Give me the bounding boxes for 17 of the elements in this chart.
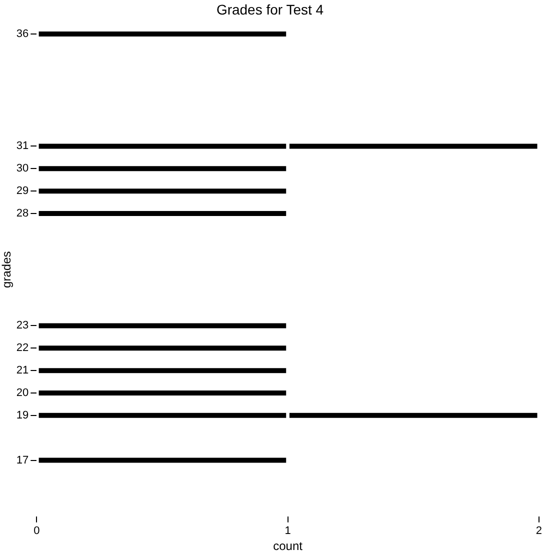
y-tick-label: 29 — [16, 185, 29, 198]
y-tick-label: 19 — [16, 409, 29, 422]
y-tick-label: 20 — [16, 387, 29, 400]
y-tick-label: 36 — [16, 28, 29, 40]
y-tick-label: 22 — [16, 342, 29, 354]
x-axis-title: count — [273, 539, 304, 554]
y-tick-label: 21 — [16, 364, 29, 377]
y-tick-label: 30 — [16, 162, 29, 175]
y-tick-label: 28 — [16, 208, 29, 220]
y-axis-title: grades — [0, 251, 14, 288]
chart-title: Grades for Test 4 — [216, 1, 324, 18]
x-tick-label: 0 — [34, 525, 40, 538]
x-tick-label: 1 — [284, 525, 291, 538]
y-tick-label: 17 — [16, 454, 29, 466]
y-tick-label: 23 — [16, 320, 29, 332]
y-tick-label: 31 — [16, 140, 29, 152]
x-tick-label: 2 — [536, 525, 542, 538]
